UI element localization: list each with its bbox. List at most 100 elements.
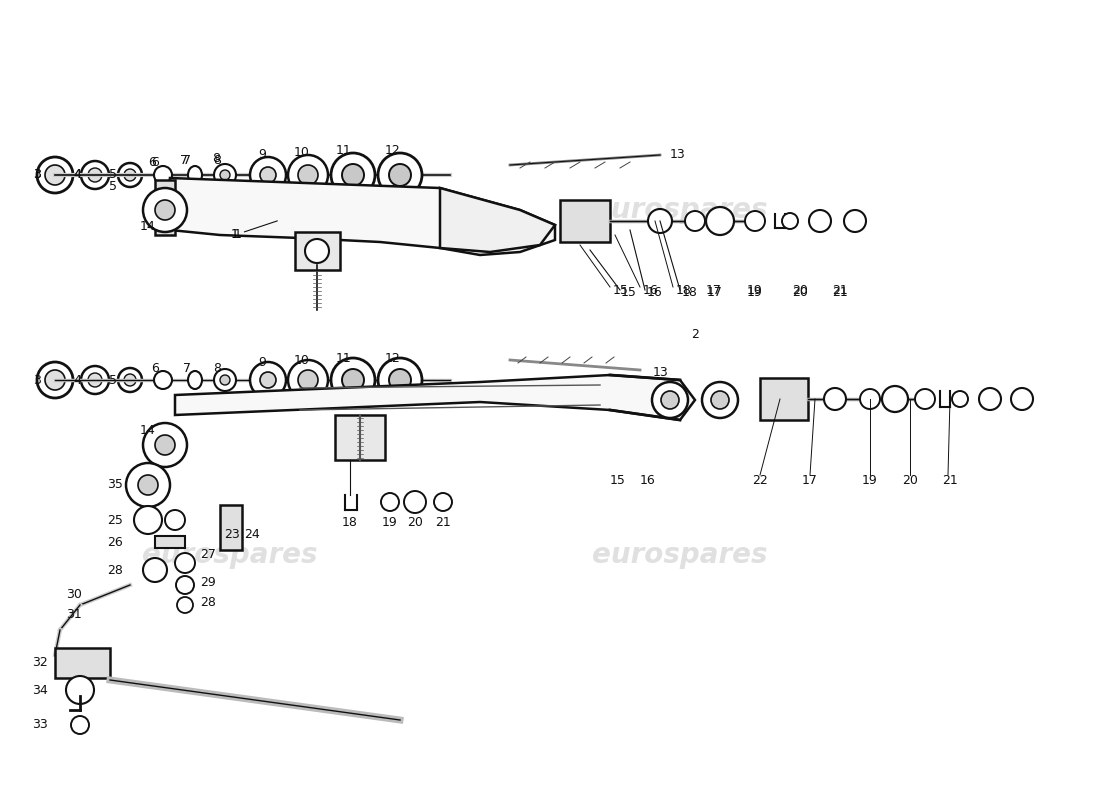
Text: 35: 35 (107, 478, 123, 491)
Circle shape (143, 423, 187, 467)
Circle shape (952, 391, 968, 407)
Text: 5: 5 (109, 181, 117, 194)
Polygon shape (175, 375, 695, 420)
FancyBboxPatch shape (336, 415, 385, 460)
Circle shape (138, 475, 158, 495)
Circle shape (381, 493, 399, 511)
Circle shape (220, 170, 230, 180)
Text: 17: 17 (706, 283, 722, 297)
Circle shape (702, 382, 738, 418)
Circle shape (782, 213, 797, 229)
Text: 10: 10 (294, 146, 310, 158)
Text: 16: 16 (647, 286, 662, 299)
Circle shape (155, 200, 175, 220)
Text: 19: 19 (747, 283, 763, 297)
Text: 5: 5 (109, 374, 117, 386)
Text: 9: 9 (258, 355, 266, 369)
Text: 9: 9 (258, 149, 266, 162)
Circle shape (155, 435, 175, 455)
Text: 20: 20 (902, 474, 917, 486)
Circle shape (288, 360, 328, 400)
FancyBboxPatch shape (760, 378, 808, 420)
Text: 5: 5 (109, 169, 117, 182)
Text: 7: 7 (183, 362, 191, 374)
Polygon shape (170, 178, 556, 255)
Circle shape (214, 369, 236, 391)
Circle shape (378, 153, 422, 197)
Circle shape (711, 391, 729, 409)
Circle shape (648, 209, 672, 233)
Text: 6: 6 (148, 155, 156, 169)
Text: eurospares: eurospares (142, 196, 318, 224)
Circle shape (45, 370, 65, 390)
Circle shape (124, 374, 136, 386)
Circle shape (434, 493, 452, 511)
Text: 1: 1 (231, 221, 277, 242)
Text: 20: 20 (792, 283, 807, 297)
Text: 21: 21 (436, 515, 451, 529)
Circle shape (260, 372, 276, 388)
Text: 2: 2 (691, 329, 698, 342)
Text: 17: 17 (707, 286, 723, 299)
Text: 22: 22 (752, 474, 768, 486)
Text: 29: 29 (200, 575, 216, 589)
Circle shape (404, 491, 426, 513)
Circle shape (88, 373, 102, 387)
Circle shape (81, 161, 109, 189)
Circle shape (915, 389, 935, 409)
Circle shape (124, 169, 136, 181)
Circle shape (378, 358, 422, 402)
Circle shape (808, 210, 830, 232)
Text: 18: 18 (342, 515, 358, 529)
Text: 4: 4 (73, 169, 81, 182)
Circle shape (652, 382, 688, 418)
Circle shape (154, 166, 172, 184)
Circle shape (745, 211, 764, 231)
Text: 12: 12 (385, 143, 400, 157)
Text: 7: 7 (180, 154, 188, 166)
Circle shape (389, 164, 411, 186)
Circle shape (342, 369, 364, 391)
Text: 8: 8 (213, 154, 221, 166)
Text: 17: 17 (802, 474, 818, 486)
Text: 18: 18 (676, 283, 692, 297)
Text: 6: 6 (151, 362, 158, 374)
Text: 14: 14 (140, 219, 156, 233)
Text: 13: 13 (670, 149, 685, 162)
Text: 28: 28 (107, 563, 123, 577)
Text: 19: 19 (862, 474, 878, 486)
Circle shape (118, 368, 142, 392)
Text: 8: 8 (212, 153, 220, 166)
Text: eurospares: eurospares (142, 541, 318, 569)
Circle shape (214, 164, 236, 186)
Circle shape (134, 506, 162, 534)
Circle shape (298, 165, 318, 185)
Circle shape (45, 165, 65, 185)
Text: 23: 23 (224, 529, 240, 542)
Text: 15: 15 (613, 283, 629, 297)
Text: 20: 20 (792, 286, 807, 299)
Circle shape (342, 164, 364, 186)
Circle shape (844, 210, 866, 232)
Circle shape (389, 369, 411, 391)
Circle shape (165, 510, 185, 530)
Circle shape (220, 375, 230, 385)
Text: 3: 3 (33, 169, 41, 182)
Text: 11: 11 (337, 143, 352, 157)
Circle shape (288, 155, 328, 195)
Text: 31: 31 (66, 609, 82, 622)
Circle shape (260, 167, 276, 183)
Text: 18: 18 (682, 286, 697, 299)
Text: 25: 25 (107, 514, 123, 526)
Text: 6: 6 (151, 155, 158, 169)
Text: 4: 4 (73, 169, 81, 182)
Text: 10: 10 (294, 354, 310, 366)
Text: eurospares: eurospares (592, 196, 768, 224)
Circle shape (824, 388, 846, 410)
FancyBboxPatch shape (560, 200, 610, 242)
Circle shape (143, 558, 167, 582)
Circle shape (250, 157, 286, 193)
Text: 34: 34 (32, 683, 48, 697)
FancyBboxPatch shape (155, 180, 175, 235)
Text: 3: 3 (33, 374, 41, 386)
